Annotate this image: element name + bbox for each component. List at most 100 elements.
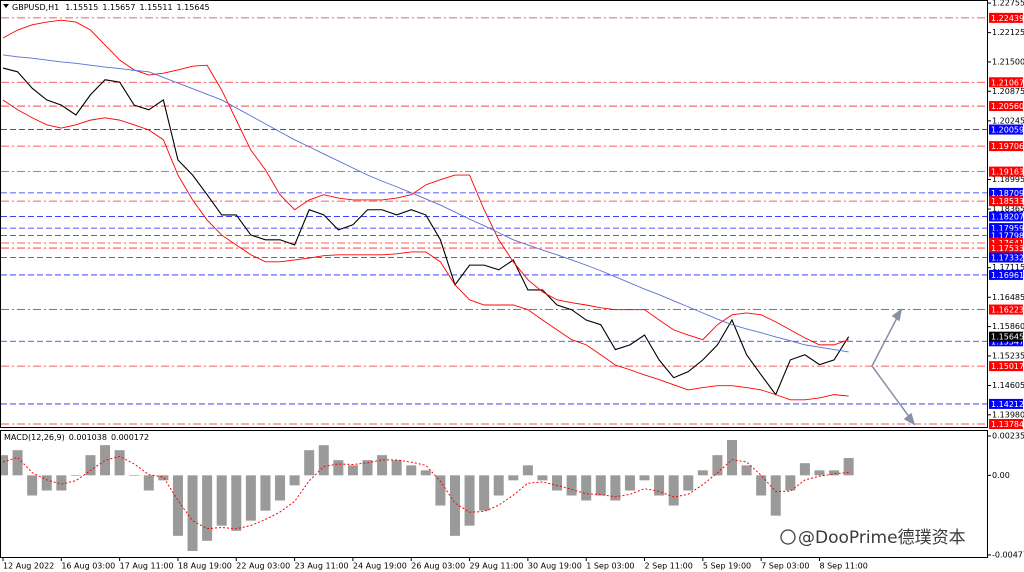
y-tick-label: 1.15860	[992, 322, 1024, 331]
level-label-box	[989, 196, 1023, 207]
macd-bar	[799, 463, 810, 476]
macd-bar	[114, 450, 125, 476]
level-label-box	[989, 124, 1023, 135]
macd-bar	[85, 455, 96, 476]
indicator-line	[2, 54, 849, 353]
macd-bar	[129, 475, 140, 476]
macd-bar	[624, 475, 635, 491]
macd-bar	[216, 475, 227, 526]
y-tick-label: 1.13980	[992, 410, 1024, 419]
level-label: 1.21067	[991, 78, 1024, 87]
level-label: 1.15017	[991, 362, 1024, 371]
macd-bar	[814, 470, 825, 476]
level-label-box	[989, 269, 1023, 280]
macd-bar	[362, 460, 373, 476]
y-tick-label: 0.002359	[992, 432, 1024, 441]
macd-bar	[785, 475, 796, 491]
y-tick-label: 1.18995	[992, 175, 1024, 184]
macd-bar	[493, 475, 504, 496]
level-label-box	[989, 304, 1023, 315]
macd-bar	[56, 475, 67, 491]
x-tick-label: 24 Aug 19:00	[353, 562, 407, 571]
arrow-up	[871, 315, 899, 367]
level-label-box	[989, 238, 1023, 249]
macd-bar	[464, 475, 475, 526]
y-tick-label: 1.15235	[992, 351, 1024, 360]
level-label: 1.18709	[991, 189, 1024, 198]
macd-bar	[697, 470, 708, 476]
level-label-box	[989, 230, 1023, 241]
level-label-box	[989, 243, 1023, 254]
x-tick-label: 8 Sep 11:00	[819, 562, 867, 571]
level-label: 1.13784	[991, 420, 1024, 429]
main-panel-frame	[0, 0, 988, 428]
x-tick-label: 1 Sep 03:00	[586, 562, 634, 571]
level-label-box	[989, 187, 1023, 198]
level-label-box	[989, 418, 1023, 429]
macd-bar	[610, 475, 621, 501]
macd-bar	[829, 470, 840, 476]
macd-bar	[289, 475, 300, 486]
y-tick-label: 1.21500	[992, 57, 1024, 66]
x-tick-label: 17 Aug 11:00	[120, 562, 174, 571]
macd-bar	[566, 475, 577, 496]
macd-bar	[756, 475, 767, 496]
macd-bar	[508, 475, 519, 481]
macd-bar	[449, 475, 460, 536]
x-tick-label: 29 Aug 11:00	[470, 562, 524, 571]
arrow-down-head	[903, 412, 916, 426]
macd-bar	[231, 475, 242, 531]
x-tick-label: 30 Aug 19:00	[528, 562, 582, 571]
macd-bar	[158, 475, 169, 481]
watermark-icon	[780, 529, 796, 545]
macd-bar	[347, 465, 358, 476]
arrow-up-head	[891, 308, 903, 322]
macd-bar	[187, 475, 198, 551]
macd-panel-frame	[0, 430, 988, 558]
macd-bar	[275, 475, 286, 501]
macd-bar	[581, 475, 592, 501]
macd-bar	[843, 458, 854, 476]
macd-bar	[435, 475, 446, 506]
collapse-icon[interactable]	[3, 4, 9, 8]
macd-bar	[391, 460, 402, 476]
y-tick-label: 1.20875	[992, 87, 1024, 96]
macd-bar	[41, 475, 52, 491]
level-label: 1.20059	[991, 126, 1024, 135]
x-tick-label: 18 Aug 19:00	[178, 562, 232, 571]
macd-bar	[595, 475, 606, 496]
macd-bar	[770, 475, 781, 516]
macd-bar	[741, 465, 752, 476]
y-tick-label: 1.20245	[992, 116, 1024, 125]
symbol-header: GBPUSD,H1 1.15515 1.15657 1.15511 1.15645	[12, 3, 210, 12]
level-label: 1.19163	[991, 168, 1024, 177]
level-label-box	[989, 141, 1023, 152]
macd-bar	[537, 475, 548, 481]
marks-layer: 1.15645	[0, 19, 1024, 551]
x-tick-label: 23 Aug 11:00	[295, 562, 349, 571]
y-tick-label: 1.18365	[992, 205, 1024, 214]
level-label: 1.17533	[991, 244, 1024, 253]
macd-bar	[654, 475, 665, 496]
macd-bar	[304, 450, 315, 476]
y-tick-label: -0.004776	[992, 550, 1024, 559]
x-tick-label: 5 Sep 19:00	[703, 562, 751, 571]
level-label: 1.19706	[991, 142, 1024, 151]
level-label: 1.22439	[991, 14, 1024, 23]
forecast-arrows	[871, 308, 916, 426]
macd-bar	[27, 475, 38, 496]
level-label-box	[989, 12, 1023, 23]
macd-bar	[70, 475, 81, 476]
y-tick-label: 0.00	[992, 471, 1010, 480]
macd-bar	[172, 475, 183, 536]
macd-bar	[318, 445, 329, 476]
macd-bar	[377, 455, 388, 476]
watermark: @DooPrime德璞资本	[798, 528, 966, 548]
level-label: 1.18533	[991, 197, 1024, 206]
indicator-line	[2, 19, 849, 346]
level-label-box	[989, 101, 1023, 112]
signal-line	[2, 455, 849, 530]
macd-bar	[12, 450, 23, 476]
